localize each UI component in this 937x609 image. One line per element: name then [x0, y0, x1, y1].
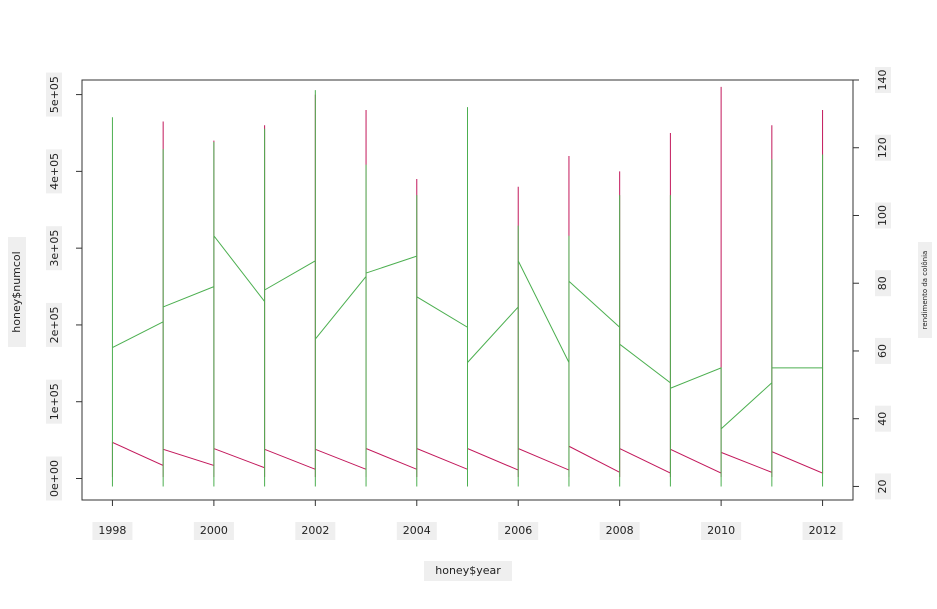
series-line: [111, 90, 824, 487]
y-tick-label: 0e+00: [48, 460, 61, 497]
y2-axis-title: rendimento da colônia: [921, 251, 929, 330]
y-tick-label: 1e+05: [48, 383, 61, 420]
y2-tick-label: 40: [876, 412, 889, 426]
x-tick-label: 2006: [504, 524, 532, 537]
label-box: [918, 242, 932, 338]
tick-box: [46, 456, 62, 501]
x-tick-label: 1998: [98, 524, 126, 537]
tick-box: [875, 337, 891, 364]
y2-tick-label: 20: [876, 479, 889, 493]
y2-tick-label: 100: [876, 205, 889, 226]
x-tick-label: 2008: [606, 524, 634, 537]
tick-box: [875, 134, 891, 161]
tick-box: [875, 67, 891, 93]
y-tick-label: 4e+05: [48, 153, 61, 190]
tick-box: [46, 302, 62, 347]
label-box: [8, 237, 26, 347]
x-tick-label: 2002: [301, 524, 329, 537]
y-axis-title: honey$numcol: [10, 251, 23, 332]
tick-box: [875, 473, 891, 500]
x-tick-label: 2012: [809, 524, 837, 537]
tick-box: [701, 522, 742, 540]
tick-box: [599, 522, 640, 540]
tick-box: [875, 270, 891, 297]
tick-box: [498, 522, 539, 540]
tick-box: [396, 522, 437, 540]
tick-box: [46, 379, 62, 424]
y-tick-label: 2e+05: [48, 306, 61, 343]
tick-box: [802, 522, 843, 540]
tick-box: [46, 149, 62, 194]
y-tick-label: 3e+05: [48, 230, 61, 267]
label-box: [424, 561, 512, 581]
x-tick-label: 2000: [200, 524, 228, 537]
y2-tick-label: 60: [876, 344, 889, 358]
tick-box: [46, 72, 62, 117]
tick-box: [295, 522, 336, 540]
x-tick-label: 2010: [707, 524, 735, 537]
tick-box: [875, 202, 891, 229]
y2-tick-label: 140: [876, 70, 889, 91]
y2-tick-label: 120: [876, 137, 889, 158]
tick-box: [875, 405, 891, 432]
y2-tick-label: 80: [876, 276, 889, 290]
tick-box: [46, 226, 62, 271]
tick-box: [92, 522, 133, 540]
plot-frame: [81, 79, 854, 501]
x-axis-title: honey$year: [435, 564, 501, 577]
tick-box: [193, 522, 234, 540]
y-tick-label: 5e+05: [48, 76, 61, 113]
x-tick-label: 2004: [403, 524, 431, 537]
